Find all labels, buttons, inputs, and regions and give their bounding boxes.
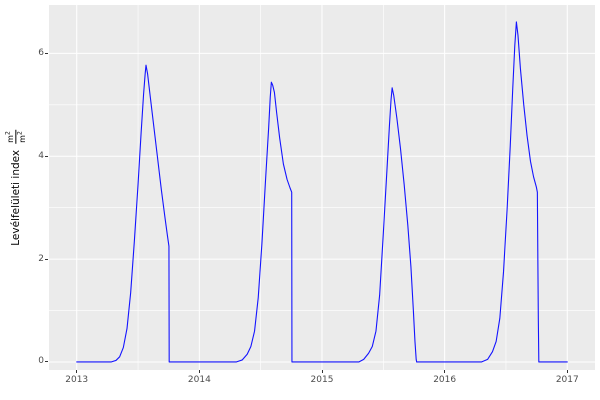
y-axis-tick-mark bbox=[45, 361, 48, 363]
plot-panel bbox=[49, 5, 595, 370]
y-axis-tick-mark bbox=[45, 52, 48, 54]
x-axis-tick-label: 2015 bbox=[310, 375, 334, 385]
x-axis-tick-label: 2016 bbox=[433, 375, 457, 385]
x-axis-tick-mark bbox=[76, 370, 78, 373]
y-axis-title-text: Levélfelületi index bbox=[10, 149, 22, 246]
gridlines-major bbox=[49, 5, 595, 370]
lai-line-series bbox=[76, 21, 568, 363]
plot-svg bbox=[49, 5, 595, 370]
y-axis-tick-label: 0 bbox=[38, 356, 44, 367]
x-axis-tick-label: 2017 bbox=[555, 375, 579, 385]
unit-denominator: m2 bbox=[16, 131, 27, 143]
x-axis-tick-label: 2013 bbox=[65, 375, 89, 385]
x-axis-tick-label: 2014 bbox=[187, 375, 211, 385]
y-axis-unit-fraction: m2 m2 bbox=[4, 130, 27, 144]
y-axis-tick-label: 6 bbox=[38, 47, 44, 58]
x-axis-tick-mark bbox=[321, 370, 323, 373]
y-axis-tick-mark bbox=[45, 258, 48, 260]
unit-numerator: m2 bbox=[4, 130, 17, 144]
x-axis-tick-mark bbox=[444, 370, 446, 373]
y-axis-tick-label: 2 bbox=[38, 253, 44, 264]
y-axis-tick-mark bbox=[45, 155, 48, 157]
x-axis-tick-mark bbox=[198, 370, 200, 373]
y-axis-tick-label: 4 bbox=[38, 150, 44, 161]
x-axis-tick-mark bbox=[566, 370, 568, 373]
y-axis-title: Levélfelületi index m2 m2 bbox=[4, 130, 27, 246]
